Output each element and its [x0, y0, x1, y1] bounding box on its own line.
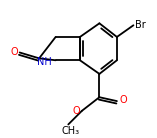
Text: O: O: [120, 95, 127, 105]
Text: O: O: [10, 47, 18, 58]
Text: NH: NH: [37, 57, 52, 67]
Text: CH₃: CH₃: [61, 126, 79, 136]
Text: Br: Br: [135, 20, 146, 30]
Text: O: O: [72, 106, 80, 116]
